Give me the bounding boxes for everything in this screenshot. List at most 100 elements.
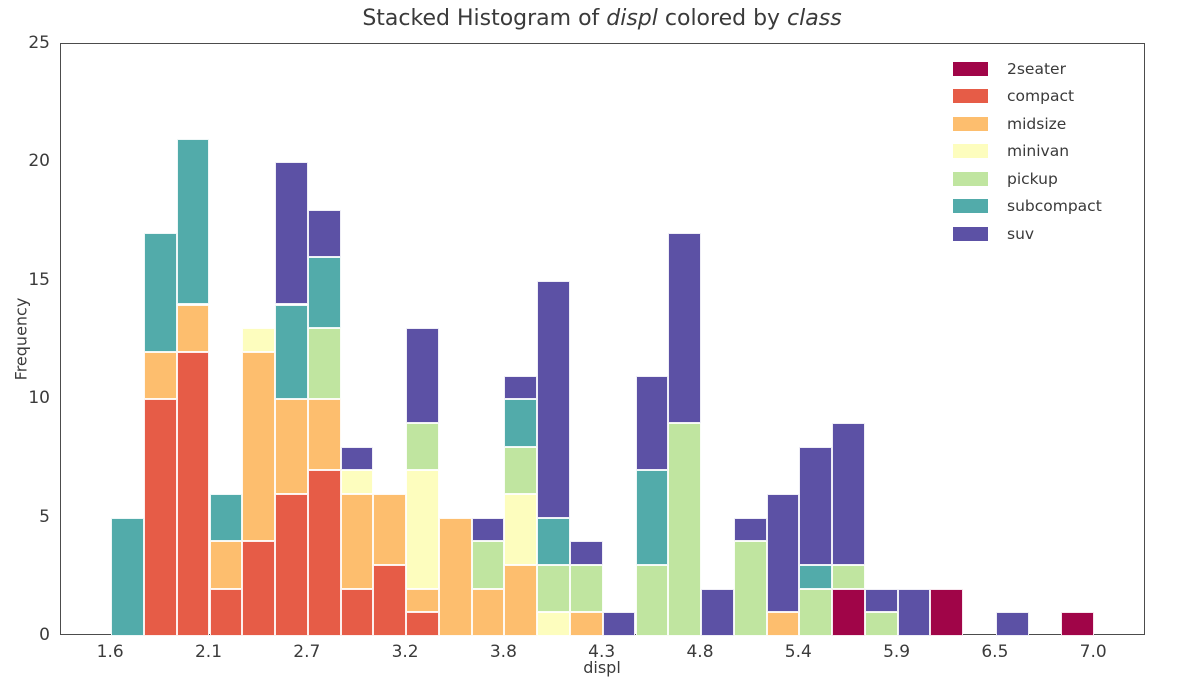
legend-label: compact: [1007, 87, 1075, 106]
legend-item-pickup: pickup: [953, 165, 1102, 193]
bar-segment-subcompact: [275, 304, 308, 400]
x-tick-label: 6.5: [981, 642, 1009, 662]
bar-segment-pickup: [537, 565, 570, 613]
bar-segment-suv: [504, 375, 538, 400]
legend-label: minivan: [1007, 142, 1070, 161]
bar-segment-pickup: [668, 422, 701, 636]
bar-segment-2seater: [930, 588, 964, 636]
bar-segment-compact: [340, 588, 374, 636]
legend-item-2seater: 2seater: [953, 55, 1102, 83]
bar-segment-compact: [242, 541, 276, 636]
bar-segment-pickup: [406, 422, 439, 471]
bar-segment-subcompact: [799, 565, 833, 589]
bar-segment-suv: [471, 517, 505, 542]
plot-area: [60, 43, 1145, 636]
bar-segment-midsize: [242, 351, 276, 542]
bar-segment-pickup: [864, 612, 898, 636]
bar-segment-midsize: [307, 399, 341, 471]
bar-segment-subcompact: [635, 470, 669, 565]
legend-label: suv: [1007, 224, 1035, 243]
legend-item-midsize: midsize: [953, 110, 1102, 138]
legend-item-suv: suv: [953, 220, 1102, 248]
bar-segment-suv: [537, 280, 570, 518]
legend-swatch-subcompact: [953, 199, 988, 214]
title-var-class: class: [787, 6, 842, 31]
legend-item-minivan: minivan: [953, 138, 1102, 166]
bar-segment-midsize: [438, 517, 472, 636]
legend-swatch-2seater: [953, 61, 988, 76]
bar-segment-suv: [897, 588, 931, 636]
bar-segment-pickup: [471, 541, 505, 589]
bar-segment-subcompact: [176, 138, 210, 305]
bar-segment-minivan: [406, 470, 439, 589]
legend-swatch-midsize: [953, 116, 988, 131]
bar-segment-2seater: [1061, 612, 1095, 636]
bar-segment-subcompact: [111, 517, 144, 636]
x-tick-label: 7.0: [1079, 642, 1107, 662]
bar-segment-pickup: [832, 565, 865, 589]
bar-segment-minivan: [537, 612, 570, 636]
bar-segment-pickup: [635, 565, 669, 636]
y-tick-label: 15: [28, 269, 50, 290]
legend-item-subcompact: subcompact: [953, 193, 1102, 221]
bar-segment-minivan: [340, 470, 374, 494]
title-text: Stacked Histogram of: [362, 6, 607, 31]
bar-segment-pickup: [504, 446, 538, 494]
bar-segment-suv: [864, 588, 898, 613]
chart-title: Stacked Histogram of displ colored by cl…: [362, 6, 841, 31]
bar-segment-suv: [668, 233, 701, 423]
legend-swatch-suv: [953, 226, 988, 241]
bar-segment-midsize: [340, 493, 374, 589]
bar-segment-suv: [995, 612, 1029, 636]
bar-segment-midsize: [569, 612, 603, 636]
x-tick-label: 3.8: [489, 642, 517, 662]
bar-segment-suv: [307, 209, 341, 258]
bar-segment-suv: [799, 446, 833, 565]
x-tick-label: 4.8: [686, 642, 714, 662]
bar-segment-midsize: [504, 565, 538, 636]
bar-segment-subcompact: [209, 493, 243, 542]
bar-segment-compact: [373, 565, 407, 636]
x-tick-label: 5.4: [784, 642, 812, 662]
bar-segment-subcompact: [504, 399, 538, 447]
legend-swatch-pickup: [953, 171, 988, 186]
bar-segment-suv: [766, 493, 800, 613]
bar-segment-suv: [733, 517, 767, 542]
legend-swatch-minivan: [953, 144, 988, 159]
bar-segment-pickup: [307, 328, 341, 400]
legend-label: pickup: [1007, 169, 1058, 188]
bar-segment-subcompact: [307, 257, 341, 329]
legend-label: 2seater: [1007, 59, 1066, 78]
y-tick-label: 10: [28, 388, 50, 409]
bar-segment-midsize: [373, 493, 407, 565]
bar-segment-compact: [209, 588, 243, 636]
bar-segment-compact: [406, 612, 439, 636]
bar-segment-midsize: [471, 588, 505, 636]
legend-item-compact: compact: [953, 83, 1102, 111]
bar-segment-suv: [275, 162, 308, 305]
legend: 2seater compact midsize minivan pickup subcom…: [953, 55, 1102, 248]
bar-segment-compact: [176, 351, 210, 636]
bar-segment-midsize: [176, 304, 210, 352]
y-tick-label: 0: [39, 625, 50, 645]
bar-segment-suv: [635, 375, 669, 471]
bar-segment-subcompact: [144, 233, 177, 352]
bar-segment-midsize: [144, 351, 177, 400]
legend-swatch-compact: [953, 89, 988, 104]
y-axis-label: Frequency: [11, 297, 31, 381]
bar-segment-2seater: [832, 588, 865, 636]
bar-segment-midsize: [275, 399, 308, 494]
y-tick-label: 5: [39, 506, 50, 527]
bar-segment-pickup: [799, 588, 833, 636]
y-tick-label: 25: [28, 33, 50, 53]
bar-segment-minivan: [242, 328, 276, 352]
bar-segment-suv: [340, 446, 374, 471]
bar-segment-suv: [602, 612, 636, 636]
title-var-displ: displ: [606, 6, 658, 31]
bar-segment-compact: [144, 399, 177, 636]
bar-segment-midsize: [406, 588, 439, 613]
y-tick-label: 20: [28, 151, 50, 172]
x-tick-label: 4.3: [588, 642, 616, 662]
bar-segment-compact: [275, 493, 308, 636]
